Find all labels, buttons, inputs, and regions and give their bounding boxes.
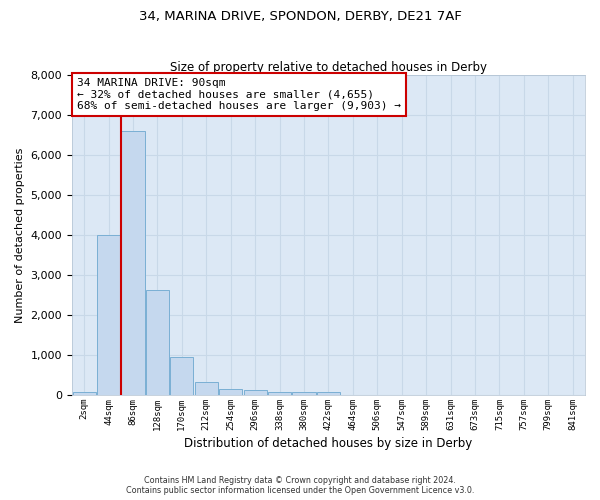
Bar <box>146 290 169 395</box>
Bar <box>244 390 267 395</box>
Bar <box>268 392 291 395</box>
Text: 34 MARINA DRIVE: 90sqm
← 32% of detached houses are smaller (4,655)
68% of semi-: 34 MARINA DRIVE: 90sqm ← 32% of detached… <box>77 78 401 111</box>
Bar <box>170 356 193 395</box>
Text: 34, MARINA DRIVE, SPONDON, DERBY, DE21 7AF: 34, MARINA DRIVE, SPONDON, DERBY, DE21 7… <box>139 10 461 23</box>
Bar <box>219 390 242 395</box>
Bar <box>317 392 340 395</box>
Text: Contains HM Land Registry data © Crown copyright and database right 2024.
Contai: Contains HM Land Registry data © Crown c… <box>126 476 474 495</box>
Title: Size of property relative to detached houses in Derby: Size of property relative to detached ho… <box>170 60 487 74</box>
Bar <box>73 392 96 395</box>
Bar <box>292 392 316 395</box>
Bar <box>121 130 145 395</box>
Bar <box>97 235 120 395</box>
X-axis label: Distribution of detached houses by size in Derby: Distribution of detached houses by size … <box>184 437 473 450</box>
Bar <box>194 382 218 395</box>
Y-axis label: Number of detached properties: Number of detached properties <box>15 147 25 322</box>
